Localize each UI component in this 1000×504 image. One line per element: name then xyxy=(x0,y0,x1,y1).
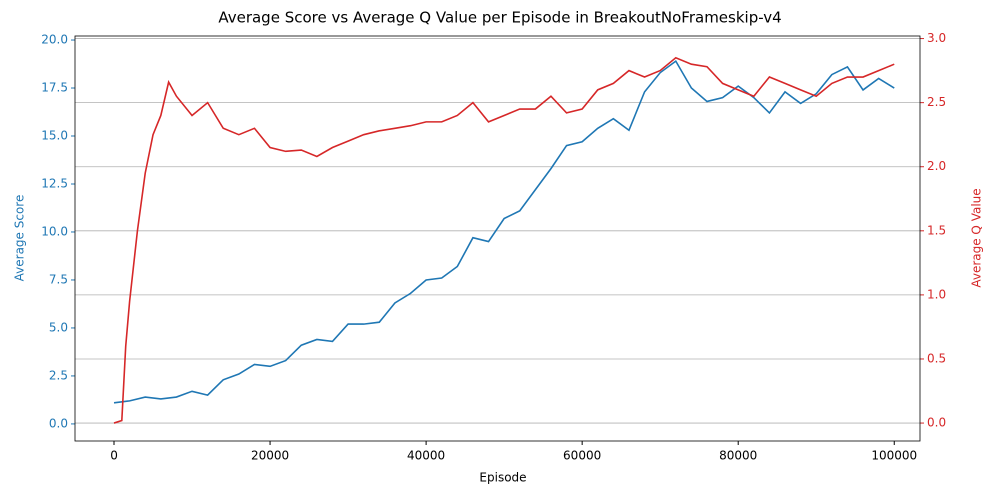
x-axis-label: Episode xyxy=(479,471,526,485)
y-tick-label: 17.5 xyxy=(41,81,68,95)
x-tick-label: 60000 xyxy=(563,449,601,463)
y2-tick-label: 2.5 xyxy=(927,95,946,109)
x-tick-label: 0 xyxy=(110,449,118,463)
y2-tick-label: 3.0 xyxy=(927,31,946,45)
y2-tick-label: 1.5 xyxy=(927,223,946,237)
y-tick-label: 0.0 xyxy=(49,416,68,430)
y2-tick-label: 0.5 xyxy=(927,351,946,365)
y2-axis-label: Average Q Value xyxy=(970,188,984,287)
chart-title: Average Score vs Average Q Value per Epi… xyxy=(218,9,781,27)
y-tick-label: 5.0 xyxy=(49,320,68,334)
series-line xyxy=(113,59,895,404)
plot-frame xyxy=(74,35,921,442)
y-axis-label: Average Score xyxy=(13,195,27,282)
y2-tick-label: 1.0 xyxy=(927,287,946,301)
y-tick-label: 2.5 xyxy=(49,368,68,382)
y-tick-label: 10.0 xyxy=(41,224,68,238)
x-tick-label: 100000 xyxy=(871,449,917,463)
y-tick-label: 15.0 xyxy=(41,129,68,143)
y-tick-label: 7.5 xyxy=(49,272,68,286)
x-tick-label: 40000 xyxy=(407,449,445,463)
y2-tick-label: 0.0 xyxy=(927,416,946,430)
y-tick-label: 12.5 xyxy=(41,176,68,190)
y2-tick-label: 2.0 xyxy=(927,159,946,173)
x-tick-label: 80000 xyxy=(719,449,757,463)
y-tick-label: 20.0 xyxy=(41,33,68,47)
series-line xyxy=(113,56,895,424)
x-tick-label: 20000 xyxy=(251,449,289,463)
